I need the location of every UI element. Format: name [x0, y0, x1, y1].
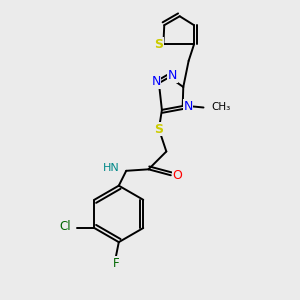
Text: Cl: Cl — [59, 220, 71, 233]
Text: S: S — [154, 38, 164, 51]
Text: CH₃: CH₃ — [211, 103, 230, 112]
Text: N: N — [168, 69, 177, 82]
Text: N: N — [151, 75, 160, 88]
Text: S: S — [154, 123, 164, 136]
Text: N: N — [183, 100, 193, 112]
Text: HN: HN — [103, 164, 120, 173]
Text: F: F — [112, 257, 119, 270]
Text: O: O — [172, 169, 182, 182]
